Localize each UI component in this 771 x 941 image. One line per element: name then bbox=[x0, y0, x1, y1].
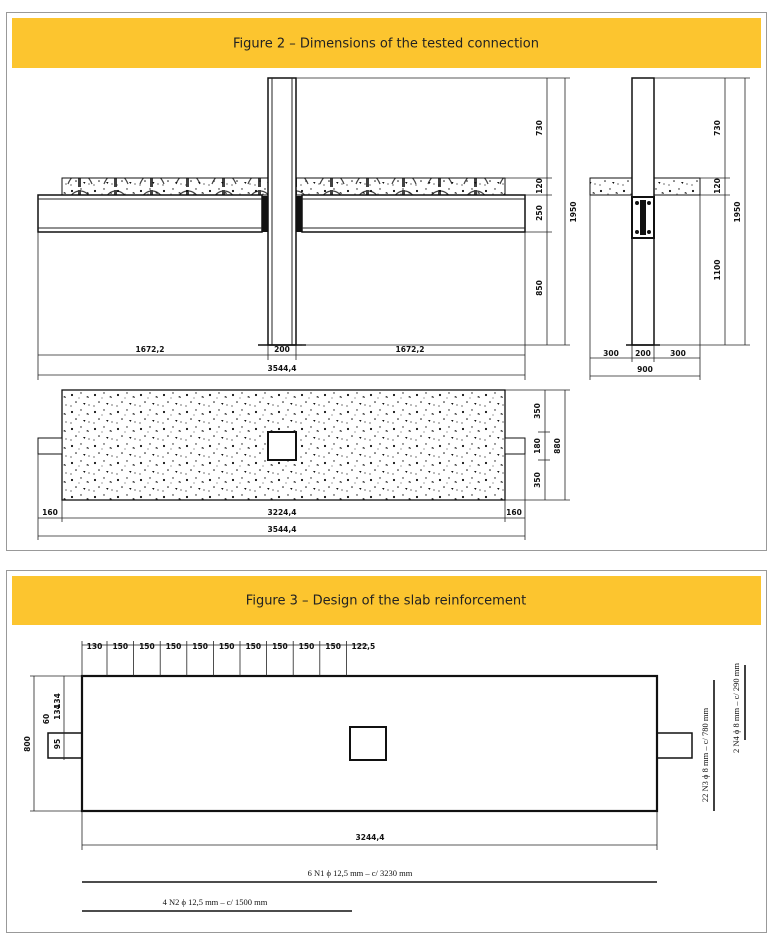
height-label: 250 bbox=[535, 205, 544, 221]
spacing-label: 150 bbox=[112, 642, 128, 651]
spacing-label: 150 bbox=[192, 642, 208, 651]
spacing-label: 150 bbox=[272, 642, 288, 651]
depth-label: 180 bbox=[533, 438, 542, 454]
depth-label: 350 bbox=[533, 472, 542, 488]
slab-depth-label: 800 bbox=[23, 736, 32, 752]
side-label: 134 bbox=[53, 693, 62, 709]
figure-title: Figure 2 – Dimensions of the tested conn… bbox=[233, 37, 539, 52]
figure-header bbox=[12, 576, 761, 625]
width-label: 160 bbox=[506, 508, 522, 517]
spacing-label: 150 bbox=[219, 642, 235, 651]
side-label: 60 bbox=[42, 714, 51, 724]
width-label: 200 bbox=[635, 349, 651, 358]
height-label: 730 bbox=[713, 120, 722, 136]
spacing-label: 150 bbox=[139, 642, 155, 651]
figure-header bbox=[12, 18, 761, 68]
width-label: 1672,2 bbox=[396, 345, 425, 354]
side-view-labels: 730 120 1100 1950 300 200 300 900 bbox=[603, 120, 742, 374]
height-label: 730 bbox=[535, 120, 544, 136]
figure-frame bbox=[6, 570, 767, 933]
elevation-labels: 730 120 250 850 1950 1672,2 200 1672,2 3… bbox=[136, 120, 578, 373]
spacing-label: 122,5 bbox=[352, 642, 376, 651]
spacing-label: 150 bbox=[245, 642, 261, 651]
spacing-label: 150 bbox=[325, 642, 341, 651]
total-width-label: 900 bbox=[637, 365, 653, 374]
opening bbox=[349, 726, 387, 761]
width-label: 160 bbox=[42, 508, 58, 517]
total-width-label: 3544,4 bbox=[268, 364, 297, 373]
height-label: 120 bbox=[535, 178, 544, 194]
height-label: 120 bbox=[713, 178, 722, 194]
total-width-label: 3544,4 bbox=[268, 525, 297, 534]
depth-label: 350 bbox=[533, 403, 542, 419]
total-height-label: 1950 bbox=[733, 202, 742, 223]
width-label: 200 bbox=[274, 345, 290, 354]
total-height-label: 1950 bbox=[569, 202, 578, 223]
height-label: 850 bbox=[535, 280, 544, 296]
spacing-label: 150 bbox=[299, 642, 315, 651]
width-label: 300 bbox=[670, 349, 686, 358]
side-view-drawing bbox=[589, 77, 750, 380]
width-label: 1672,2 bbox=[136, 345, 165, 354]
reinforcement-labels: 134 60 134 95 800 3244,4 6 N1 ϕ 12,5 mm … bbox=[23, 642, 741, 907]
bar-label: 4 N2 ϕ 12,5 mm – c/ 1500 mm bbox=[163, 897, 268, 907]
reinforcement-drawing bbox=[30, 641, 746, 912]
height-label: 1100 bbox=[713, 260, 722, 281]
side-label: 95 bbox=[53, 739, 62, 749]
spacing-label: 150 bbox=[166, 642, 182, 651]
figure-frame bbox=[6, 12, 767, 551]
width-label: 300 bbox=[603, 349, 619, 358]
side-label: 134 bbox=[53, 704, 62, 720]
elevation-drawing bbox=[37, 77, 570, 380]
bar-label: 22 N3 ϕ 8 mm – c/ 780 mm bbox=[700, 708, 710, 803]
total-depth-label: 880 bbox=[553, 438, 562, 454]
plan-labels: 350 180 350 880 160 3224,4 160 3544,4 bbox=[42, 403, 562, 534]
spacing-label: 130 bbox=[87, 642, 103, 651]
plan-drawing bbox=[37, 389, 570, 540]
slab-length-label: 3244,4 bbox=[356, 833, 385, 842]
width-label: 3224,4 bbox=[268, 508, 297, 517]
bar-label: 2 N4 ϕ 8 mm – c/ 290 mm bbox=[731, 663, 741, 753]
bar-label: 6 N1 ϕ 12,5 mm – c/ 3230 mm bbox=[308, 868, 413, 878]
figure-title: Figure 3 – Design of the slab reinforcem… bbox=[246, 594, 526, 609]
